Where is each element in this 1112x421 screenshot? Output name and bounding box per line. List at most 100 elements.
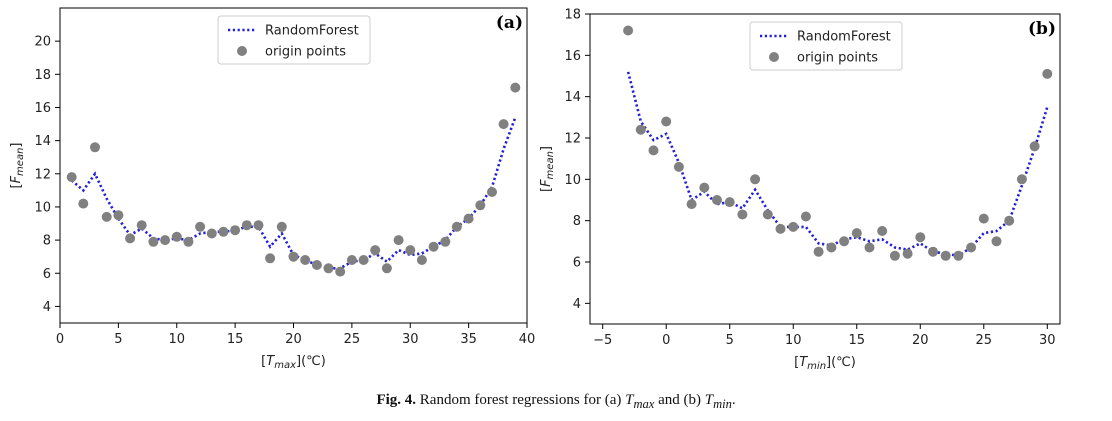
origin-point — [510, 82, 521, 93]
origin-point — [724, 197, 735, 208]
x-tick-label: 20 — [285, 332, 302, 347]
figure-caption: Fig. 4. Random forest regressions for (a… — [0, 392, 1112, 412]
origin-point — [183, 236, 194, 247]
x-tick-label: 30 — [402, 332, 419, 347]
x-tick-label: 10 — [785, 333, 802, 348]
origin-point — [276, 221, 287, 232]
caption-label: Fig. 4. — [376, 392, 417, 408]
origin-point — [712, 195, 722, 205]
y-tick-label: 8 — [43, 234, 51, 249]
origin-point — [928, 246, 938, 257]
chart-panel-a: 0 5 10 15 20 25 30 35 40 4 6 8 10 12 14 16 18 20 [Tmax](℃)… — [9, 7, 536, 371]
y-tick-label: 10 — [564, 173, 581, 188]
x-tick-label: −5 — [593, 333, 612, 348]
legend: RandomForest origin points — [749, 21, 903, 71]
legend-box — [749, 21, 903, 71]
origin-point — [864, 242, 875, 253]
y-tick-label: 14 — [564, 90, 581, 105]
y-tick-label: 8 — [573, 214, 581, 229]
y-axis-label: [Fmean] — [539, 146, 556, 192]
origin-point — [762, 209, 773, 220]
origin-point — [265, 253, 276, 264]
origin-point — [370, 245, 381, 256]
origin-point — [635, 124, 646, 135]
legend-box — [217, 15, 371, 65]
origin-point — [416, 255, 427, 265]
origin-point — [800, 211, 811, 222]
origin-point — [78, 198, 89, 209]
y-tick-label: 6 — [573, 256, 581, 271]
origin-point — [737, 209, 748, 220]
origin-point — [940, 250, 951, 261]
origin-point — [902, 248, 913, 259]
randomforest-line — [626, 71, 1049, 258]
x-tick-label: 15 — [227, 332, 244, 347]
origin-point — [661, 116, 672, 127]
caption-text-2: and (b) — [654, 392, 705, 408]
origin-point — [451, 221, 462, 232]
panel-tag: (b) — [1028, 19, 1056, 39]
origin-point — [991, 236, 1002, 247]
origin-point — [1016, 174, 1027, 185]
origin-point — [230, 225, 241, 236]
x-tick-label: 25 — [976, 333, 993, 348]
y-tick-label: 12 — [34, 167, 51, 182]
caption-text-1: Random forest regressions for (a) — [419, 392, 626, 408]
origin-point — [889, 250, 900, 261]
x-tick-label: 5 — [726, 333, 734, 348]
origin-point — [440, 236, 451, 247]
origin-point — [300, 255, 311, 265]
panel-tag: (a) — [496, 13, 523, 33]
legend-label-origin-points: origin points — [797, 51, 878, 66]
origin-point — [623, 25, 634, 36]
origin-point — [311, 260, 322, 270]
x-tick-label: 5 — [114, 332, 122, 347]
x-tick-label: 35 — [460, 332, 477, 347]
origin-point — [851, 228, 862, 239]
caption-text-3: . — [731, 392, 736, 408]
origin-point — [358, 255, 369, 265]
origin-point — [1004, 215, 1015, 226]
y-tick-label: 6 — [43, 267, 51, 282]
origin-point — [195, 221, 206, 232]
origin-point — [335, 266, 346, 277]
x-tick-label: 15 — [848, 333, 865, 348]
x-tick-label: 40 — [519, 332, 536, 347]
origin-point — [405, 245, 416, 256]
origin-point — [125, 233, 136, 244]
y-tick-label: 4 — [43, 300, 51, 315]
origin-point — [253, 220, 264, 231]
origin-point — [148, 236, 159, 247]
origin-point — [826, 242, 837, 253]
y-tick-label: 10 — [34, 200, 51, 215]
legend-label-randomforest: RandomForest — [797, 30, 891, 45]
y-tick-label: 16 — [34, 101, 51, 116]
origin-point — [686, 199, 697, 210]
x-tick-label: 0 — [56, 332, 64, 347]
x-tick-label: 10 — [168, 332, 185, 347]
origin-point — [206, 228, 217, 239]
legend-label-randomforest: RandomForest — [265, 24, 359, 39]
origin-point — [775, 223, 786, 234]
caption-var-2: T — [704, 392, 714, 408]
origin-point — [498, 119, 509, 130]
origin-point — [136, 220, 147, 231]
origin-point — [171, 231, 182, 242]
y-tick-label: 20 — [34, 35, 51, 50]
origin-point — [788, 221, 799, 232]
origin-point — [1042, 68, 1053, 79]
origin-point — [381, 263, 392, 274]
origin-point — [463, 213, 474, 224]
origin-point — [953, 250, 964, 261]
origin-point — [101, 211, 112, 222]
origin-point — [393, 235, 404, 246]
origin-point — [877, 226, 888, 236]
origin-point — [750, 174, 761, 185]
origin-point — [218, 226, 229, 237]
x-tick-label: 30 — [1039, 333, 1056, 348]
y-tick-label: 14 — [34, 134, 51, 149]
origin-point — [813, 246, 824, 257]
y-tick-label: 12 — [564, 132, 581, 147]
legend-marker-swatch — [769, 52, 779, 62]
origin-point — [160, 235, 171, 246]
